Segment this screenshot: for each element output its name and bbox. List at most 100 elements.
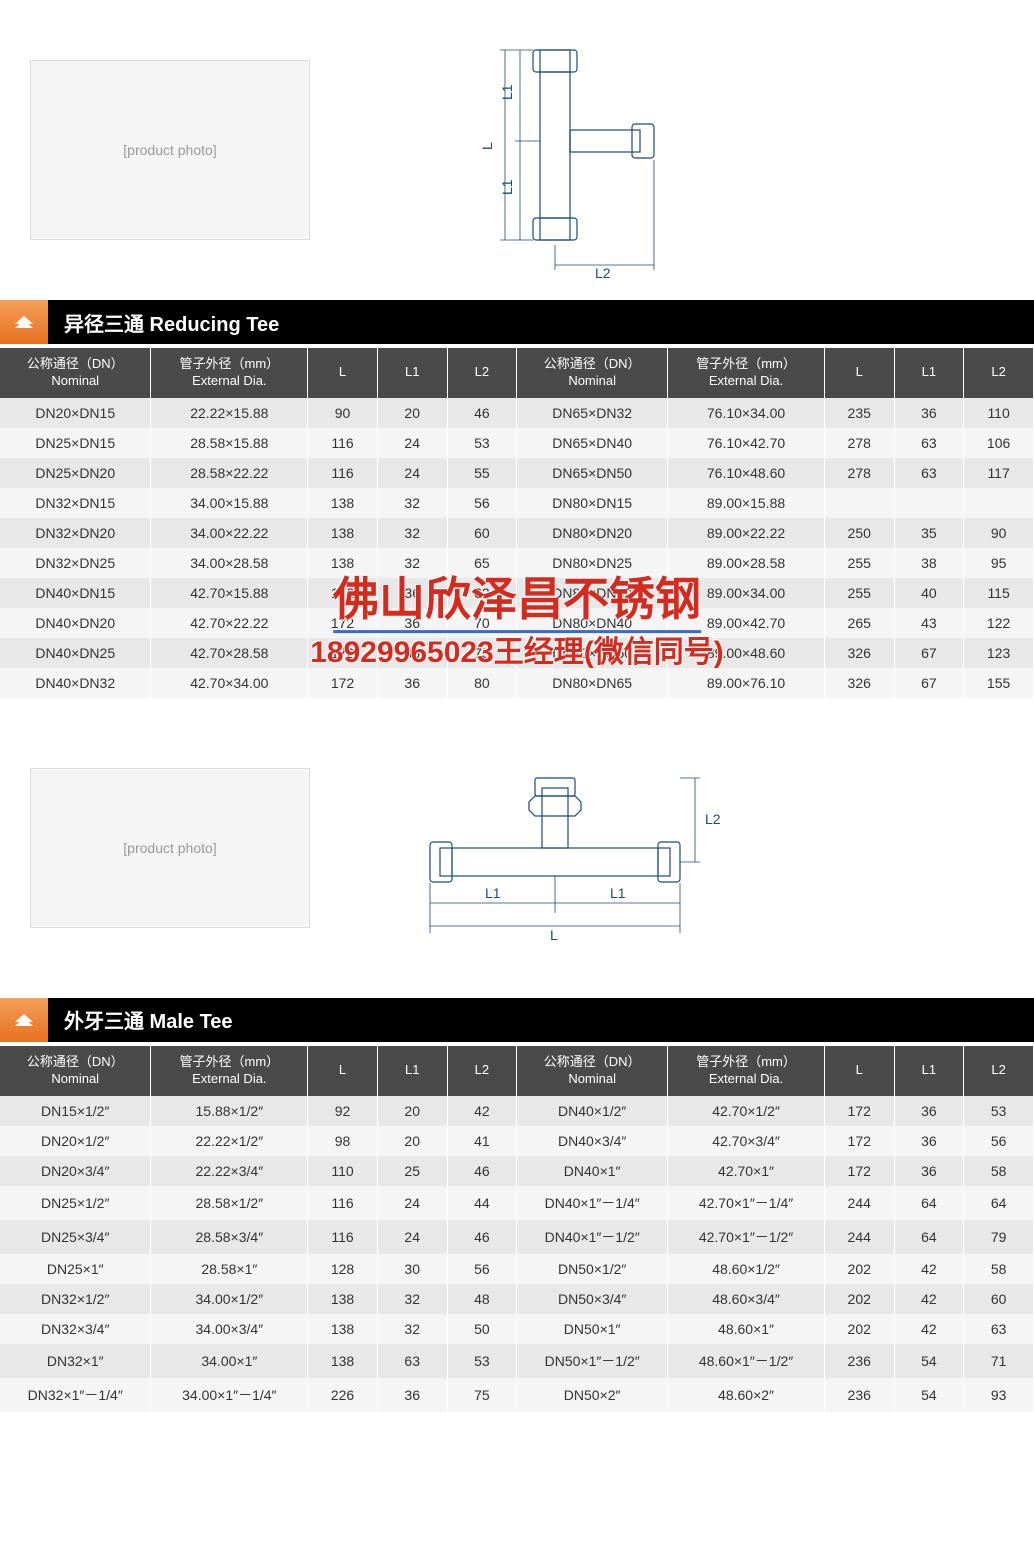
- table-cell: 116: [308, 428, 378, 458]
- table-cell: 60: [964, 1284, 1034, 1314]
- table-cell: DN80×DN40: [517, 608, 668, 638]
- table-cell: 42.70×28.58: [151, 638, 308, 668]
- table-cell: DN80×DN50: [517, 638, 668, 668]
- table-cell: 35: [894, 518, 964, 548]
- table-cell: DN15×1/2″: [0, 1096, 151, 1126]
- table-cell: 36: [377, 578, 447, 608]
- table-cell: 42.70×15.88: [151, 578, 308, 608]
- table-cell: 34.00×15.88: [151, 488, 308, 518]
- chevron-up-icon: [0, 998, 48, 1042]
- table-row: DN25×1/2″28.58×1/2″1162444DN40×1″－1/4″42…: [0, 1186, 1034, 1220]
- table-cell: DN80×DN20: [517, 518, 668, 548]
- table-cell: 138: [308, 488, 378, 518]
- table-cell: DN50×1/2″: [517, 1254, 668, 1284]
- table-cell: 41: [447, 1126, 517, 1156]
- table-cell: 278: [824, 428, 894, 458]
- table-cell: 36: [377, 668, 447, 698]
- table-cell: DN32×DN20: [0, 518, 151, 548]
- table-cell: 36: [377, 608, 447, 638]
- table-cell: 326: [824, 638, 894, 668]
- table-cell: 22.22×3/4″: [151, 1156, 308, 1186]
- table-cell: 172: [824, 1096, 894, 1126]
- table-cell: 89.00×15.88: [668, 488, 825, 518]
- table-cell: 76.10×34.00: [668, 398, 825, 428]
- table-cell: 64: [964, 1186, 1034, 1220]
- table-cell: 28.58×1/2″: [151, 1186, 308, 1220]
- table-cell: 172: [308, 578, 378, 608]
- table-cell: 36: [377, 1378, 447, 1412]
- column-header: L1: [894, 348, 964, 398]
- table-cell: DN80×DN25: [517, 548, 668, 578]
- table-cell: 236: [824, 1344, 894, 1378]
- table-cell: 202: [824, 1284, 894, 1314]
- table-cell: 24: [377, 458, 447, 488]
- table-row: DN25×1″28.58×1″1283056DN50×1/2″48.60×1/2…: [0, 1254, 1034, 1284]
- column-header: L1: [894, 1046, 964, 1096]
- table-cell: 70: [447, 608, 517, 638]
- table-cell: 265: [824, 608, 894, 638]
- table-cell: DN40×1/2″: [517, 1096, 668, 1126]
- section-header-male-tee: 外牙三通 Male Tee: [0, 998, 1034, 1042]
- table-cell: 34.00×28.58: [151, 548, 308, 578]
- table-cell: 48.60×2″: [668, 1378, 825, 1412]
- table-cell: 36: [894, 1126, 964, 1156]
- table-cell: 36: [894, 1096, 964, 1126]
- column-header: 公称通径（DN）Nominal: [0, 1046, 151, 1096]
- table-cell: 32: [377, 488, 447, 518]
- table-row: DN32×DN1534.00×15.881383256DN80×DN1589.0…: [0, 488, 1034, 518]
- table-cell: DN65×DN32: [517, 398, 668, 428]
- table-cell: DN80×DN32: [517, 578, 668, 608]
- table-cell: DN32×DN25: [0, 548, 151, 578]
- table-cell: 34.00×1″－1/4″: [151, 1378, 308, 1412]
- table-row: DN32×1″34.00×1″1386353DN50×1″－1/2″48.60×…: [0, 1344, 1034, 1378]
- chevron-up-icon: [0, 300, 48, 344]
- table-cell: DN40×1″－1/4″: [517, 1186, 668, 1220]
- table-cell: 46: [447, 1156, 517, 1186]
- table-cell: 36: [377, 638, 447, 668]
- table-cell: 58: [964, 1254, 1034, 1284]
- table-cell: 138: [308, 1284, 378, 1314]
- table-cell: 128: [308, 1254, 378, 1284]
- table-cell: DN20×1/2″: [0, 1126, 151, 1156]
- table-cell: 15.88×1/2″: [151, 1096, 308, 1126]
- table-cell: DN80×DN15: [517, 488, 668, 518]
- table-cell: 106: [964, 428, 1034, 458]
- column-header: 公称通径（DN）Nominal: [0, 348, 151, 398]
- table-cell: 46: [447, 398, 517, 428]
- table-cell: 48: [447, 1284, 517, 1314]
- table-cell: 42.70×1″－1/2″: [668, 1220, 825, 1254]
- reducing-tee-figures: [product photo] L L1 L1 L2: [0, 0, 1034, 300]
- male-tee-table: 公称通径（DN）Nominal管子外径（mm）External Dia.LL1L…: [0, 1046, 1034, 1412]
- table-cell: DN20×3/4″: [0, 1156, 151, 1186]
- table-cell: 110: [308, 1156, 378, 1186]
- table-cell: 34.00×22.22: [151, 518, 308, 548]
- table-cell: 42.70×34.00: [151, 668, 308, 698]
- dim-L1b: L1: [610, 885, 626, 901]
- table-cell: DN25×1/2″: [0, 1186, 151, 1220]
- table-cell: 42.70×3/4″: [668, 1126, 825, 1156]
- table-cell: 50: [447, 1314, 517, 1344]
- male-tee-drawing: L2 L1 L1 L: [370, 718, 750, 978]
- column-header: L: [308, 348, 378, 398]
- dim-L2: L2: [595, 265, 611, 280]
- table-cell: 42: [447, 1096, 517, 1126]
- column-header: L2: [447, 1046, 517, 1096]
- table-cell: 202: [824, 1314, 894, 1344]
- reducing-tee-photo: [product photo]: [30, 60, 310, 240]
- table-cell: 60: [447, 518, 517, 548]
- table-cell: 32: [377, 1284, 447, 1314]
- table-cell: 48.60×1″－1/2″: [668, 1344, 825, 1378]
- table-cell: 58: [964, 1156, 1034, 1186]
- table-cell: [964, 488, 1034, 518]
- column-header: L: [824, 348, 894, 398]
- table-cell: DN40×1″－1/2″: [517, 1220, 668, 1254]
- column-header: 公称通径（DN）Nominal: [517, 348, 668, 398]
- table-cell: 89.00×34.00: [668, 578, 825, 608]
- table-cell: 115: [964, 578, 1034, 608]
- table-cell: DN25×3/4″: [0, 1220, 151, 1254]
- dim-L1b: L1: [499, 179, 515, 195]
- column-header: L1: [377, 1046, 447, 1096]
- table-cell: 138: [308, 1314, 378, 1344]
- table-cell: 138: [308, 1344, 378, 1378]
- table-cell: DN50×3/4″: [517, 1284, 668, 1314]
